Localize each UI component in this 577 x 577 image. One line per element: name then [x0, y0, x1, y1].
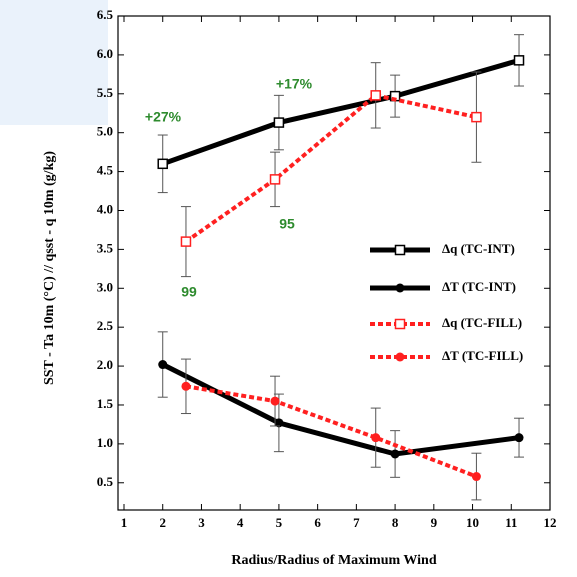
x-tick-label: 3 [198, 515, 205, 530]
legend-label: Δq (TC-INT) [442, 241, 515, 256]
marker [514, 433, 524, 443]
legend-label: ΔT (TC-FILL) [442, 348, 523, 363]
annotation: 99 [181, 284, 197, 300]
marker [370, 90, 381, 101]
annotation: +27% [145, 109, 182, 125]
legend-marker [394, 244, 406, 256]
x-axis-label: Radius/Radius of Maximum Wind [231, 553, 436, 568]
x-tick-label: 8 [392, 515, 399, 530]
x-tick-label: 9 [431, 515, 438, 530]
marker [371, 433, 381, 443]
y-tick-label: 4.5 [97, 163, 114, 178]
legend-label: Δq (TC-FILL) [442, 315, 522, 330]
legend-marker [394, 318, 406, 330]
legend-marker [395, 352, 405, 362]
background-panel [0, 0, 108, 125]
marker [274, 418, 284, 428]
y-tick-label: 2.5 [97, 318, 114, 333]
y-tick-label: 6.5 [97, 7, 114, 22]
annotation: 95 [279, 216, 295, 232]
x-tick-label: 11 [505, 515, 517, 530]
x-tick-label: 10 [466, 515, 479, 530]
marker [471, 111, 482, 123]
marker [181, 381, 191, 391]
series-line [184, 93, 477, 244]
y-tick-label: 5.5 [97, 85, 114, 100]
x-tick-label: 4 [237, 515, 244, 530]
x-tick-label: 1 [121, 515, 128, 530]
y-tick-label: 0.5 [97, 474, 114, 489]
y-tick-label: 3.0 [97, 279, 113, 294]
series-line [185, 384, 478, 479]
y-tick-label: 1.0 [97, 435, 113, 450]
x-tick-label: 6 [314, 515, 321, 530]
plot-frame [117, 15, 551, 511]
x-tick-label: 5 [276, 515, 283, 530]
marker [270, 396, 280, 406]
marker [390, 449, 400, 459]
y-tick-label: 1.5 [97, 396, 114, 411]
legend-marker [395, 283, 405, 293]
legend-label: ΔT (TC-INT) [442, 279, 516, 294]
x-tick-label: 7 [353, 515, 360, 530]
y-tick-label: 4.0 [97, 201, 113, 216]
x-tick-label: 2 [159, 515, 166, 530]
marker [158, 360, 168, 370]
y-tick-label: 5.0 [97, 124, 113, 139]
marker [157, 158, 168, 170]
marker [269, 174, 281, 185]
annotation: +17% [276, 76, 313, 92]
series-line [161, 57, 520, 167]
marker [180, 236, 192, 247]
y-tick-label: 2.0 [97, 357, 113, 372]
x-tick-label: 12 [544, 515, 557, 530]
marker [273, 117, 285, 128]
y-tick-label: 3.5 [97, 240, 114, 255]
marker [471, 472, 481, 482]
y-tick-label: 6.0 [97, 46, 113, 61]
y-axis-label: SST - Ta 10m (°C) // qsst - q 10m (g/kg) [42, 151, 57, 385]
marker [513, 55, 525, 66]
series-line [161, 362, 520, 457]
